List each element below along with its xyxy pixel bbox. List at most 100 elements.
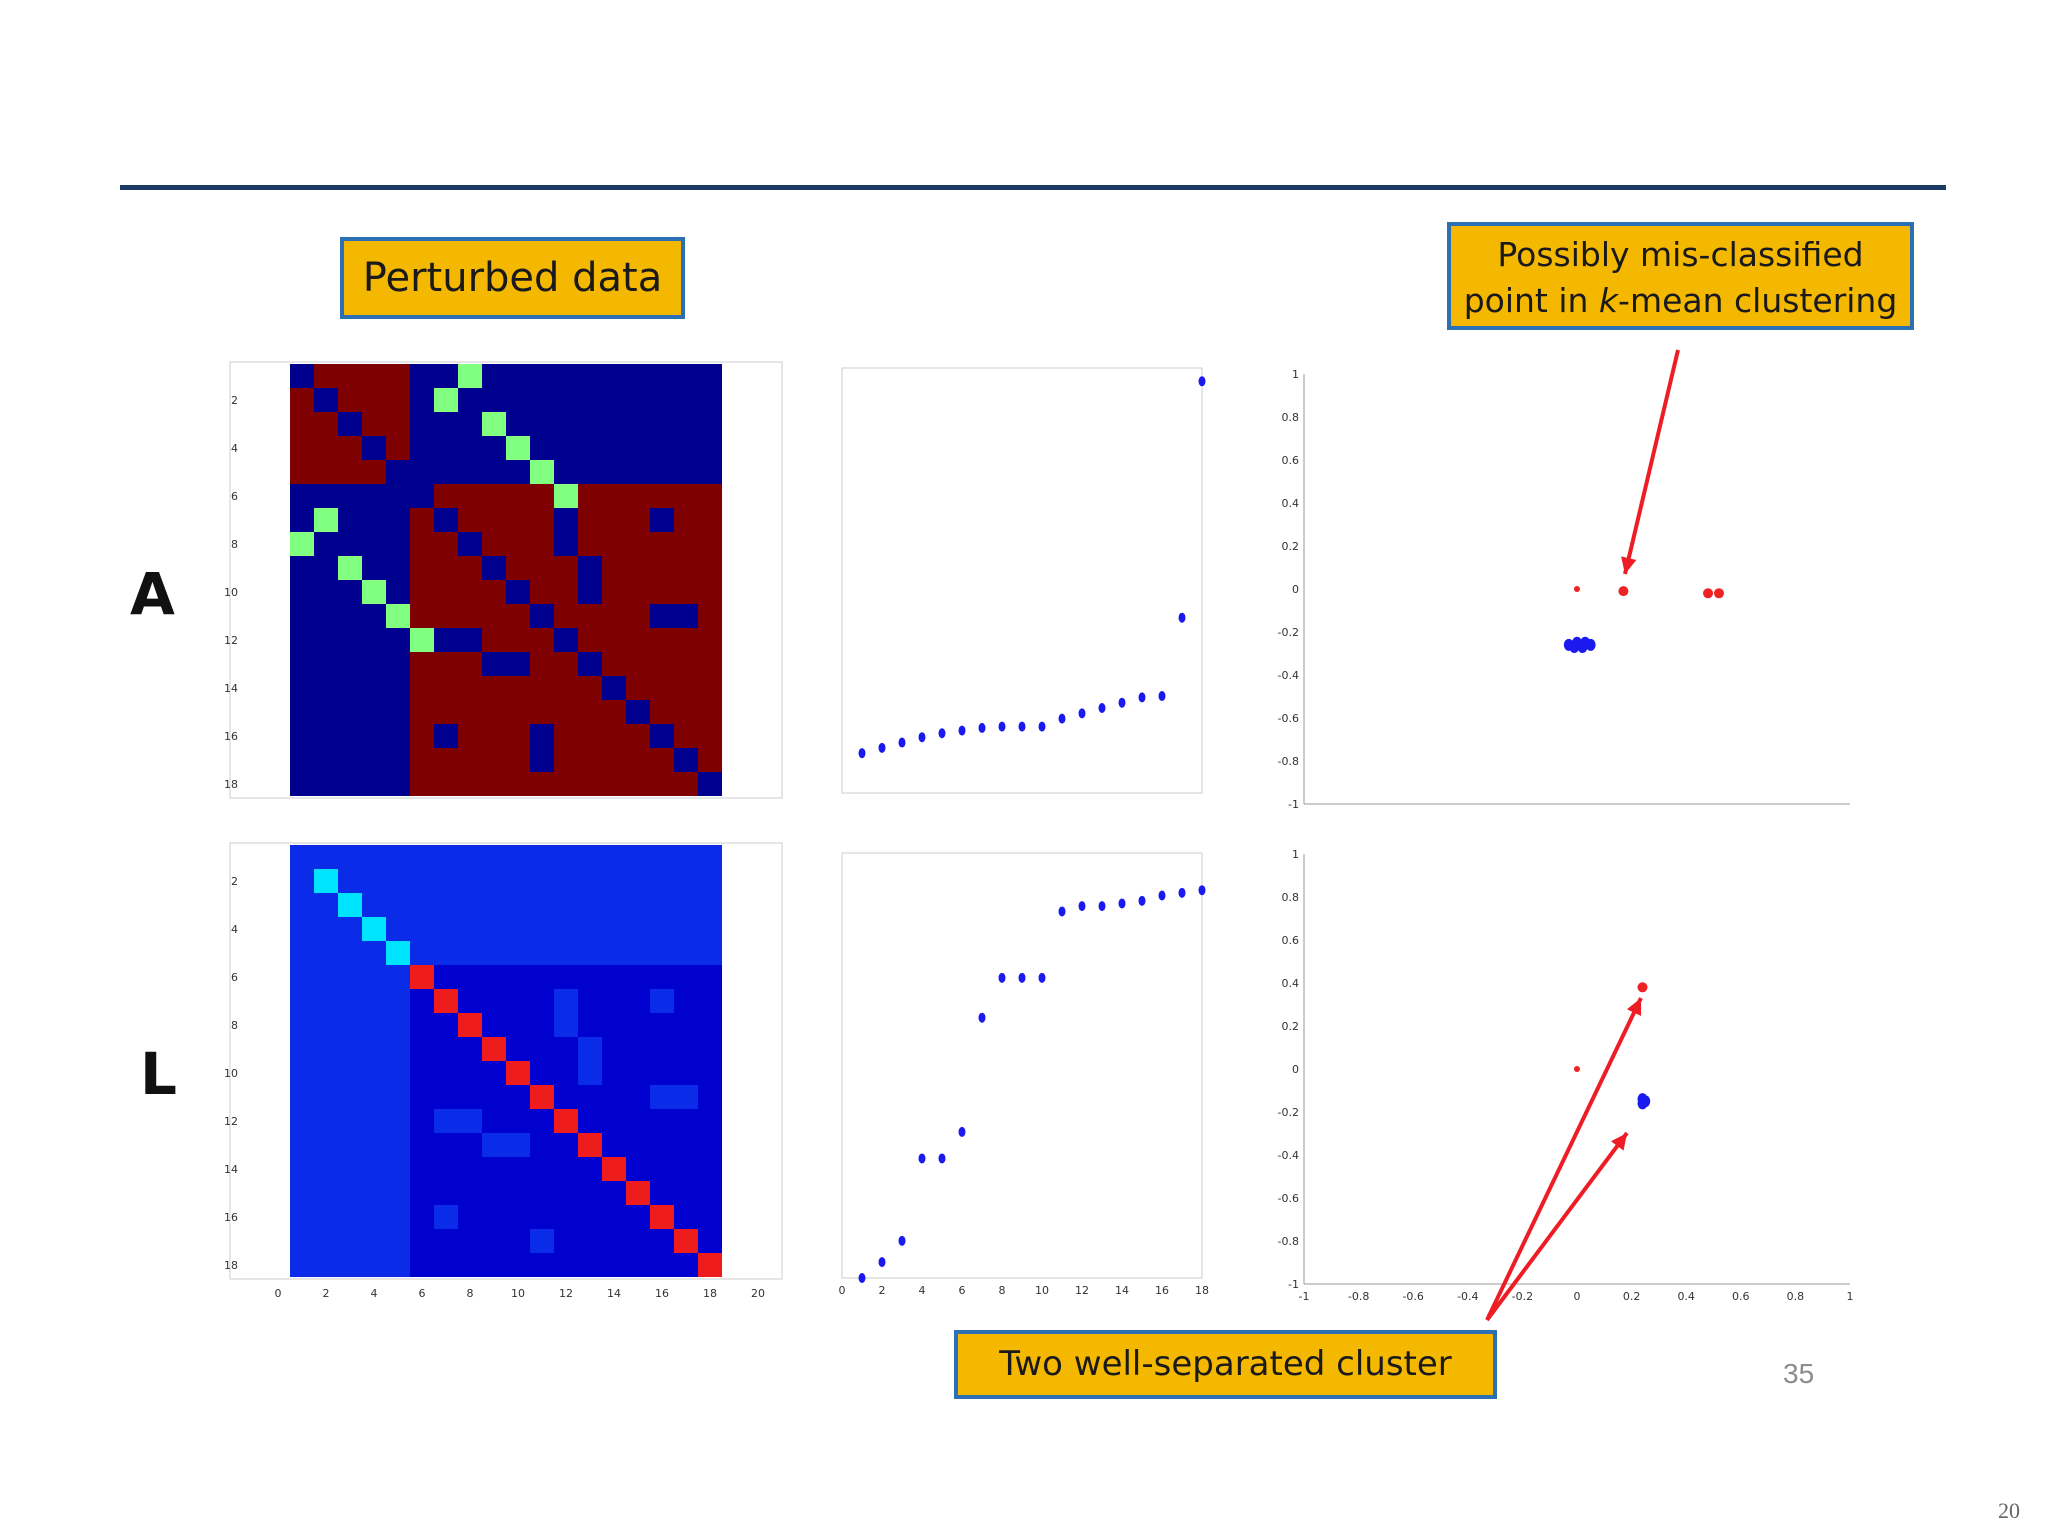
- x-tick-label: -0.6: [1402, 1290, 1423, 1303]
- cluster-point-red: [1618, 586, 1629, 597]
- y-tick-label: 0.8: [1282, 411, 1300, 424]
- matrix-cell: [554, 1013, 578, 1037]
- eigenvalue-point: [1118, 697, 1126, 708]
- matrix-cell: [290, 388, 314, 412]
- misclassified-post: -mean clustering: [1618, 281, 1898, 320]
- matrix-cell: [410, 484, 434, 508]
- arrow-cluster-blue: [1485, 1131, 1629, 1322]
- y-tick-label: 0.4: [1282, 977, 1300, 990]
- matrix-diagonal-cell: [434, 989, 458, 1013]
- eigenvalue-point: [1178, 887, 1186, 898]
- eigenvalue-point: [1018, 721, 1026, 732]
- x-tick-label: 8: [999, 1284, 1006, 1297]
- eigenvalue-point: [1078, 708, 1086, 719]
- matrix-cell: [554, 628, 578, 652]
- matrix-cell: [530, 748, 554, 772]
- matrix-cell: [554, 508, 578, 532]
- y-tick-label: 1: [1292, 848, 1299, 861]
- matrix-diagonal-cell: [674, 1229, 698, 1253]
- matrix-cell-green: [506, 436, 530, 460]
- y-tick-label: 18: [224, 778, 238, 791]
- y-tick-label: 2: [231, 875, 238, 888]
- eigenvalue-point: [878, 1257, 886, 1268]
- matrix-cell: [290, 364, 314, 388]
- y-tick-label: 0.2: [1282, 540, 1300, 553]
- y-tick-label: -0.2: [1278, 1106, 1299, 1119]
- x-tick-label: 16: [655, 1287, 669, 1300]
- matrix-cell: [650, 604, 674, 628]
- eigenvalue-point: [918, 1153, 926, 1164]
- x-tick-label: 14: [607, 1287, 621, 1300]
- y-tick-label: -1: [1288, 1278, 1299, 1291]
- y-tick-label: 6: [231, 971, 238, 984]
- matrix-a-heatmap: 2 4 6 8 10 12 14 16 18: [224, 361, 783, 799]
- arrow-cluster-red-head: [1626, 998, 1642, 1016]
- y-tick-label: -0.8: [1278, 1235, 1299, 1248]
- misclassified-line2: point in k-mean clustering: [1451, 278, 1910, 324]
- misclassified-pre: point in: [1463, 281, 1599, 320]
- x-tick-label: -0.4: [1457, 1290, 1478, 1303]
- cluster-point-red: [1713, 588, 1724, 599]
- embedding-l-plot: 1 0.8 0.6 0.4 0.2 0 -0.2 -0.4 -0.6 -0.8 -1-1 -0.8 -0…: [1278, 848, 1854, 1303]
- matrix-cell: [578, 1061, 602, 1085]
- matrix-cell: [554, 989, 578, 1013]
- matrix-cell: [530, 724, 554, 748]
- matrix-diagonal-cell: [530, 1085, 554, 1109]
- matrix-cell: [578, 580, 602, 604]
- eigenvalue-point: [1038, 721, 1046, 732]
- x-tick-label: 0.6: [1732, 1290, 1750, 1303]
- eigenvalue-point: [1058, 906, 1066, 917]
- arrow-misclassified: [1623, 349, 1680, 575]
- matrix-cell-green: [362, 580, 386, 604]
- y-tick-label: 8: [231, 538, 238, 551]
- matrix-block: [410, 845, 722, 965]
- matrix-cell: [434, 628, 458, 652]
- matrix-cell: [650, 989, 674, 1013]
- y-tick-label: 6: [231, 490, 238, 503]
- y-tick-label: 4: [231, 923, 238, 936]
- eigenvalue-point: [898, 1235, 906, 1246]
- x-tick-label: -0.2: [1512, 1290, 1533, 1303]
- matrix-cell: [674, 1085, 698, 1109]
- y-tick-label: 8: [231, 1019, 238, 1032]
- eigenvalue-point: [978, 1012, 986, 1023]
- page-number: 35: [1783, 1358, 1815, 1389]
- eigenvalue-point: [858, 1273, 866, 1283]
- matrix-cell: [314, 364, 338, 388]
- eigenvalue-point: [898, 737, 906, 748]
- eigenvalue-point: [1058, 713, 1066, 724]
- eigenvalue-point: [1138, 692, 1146, 703]
- matrix-block: [290, 965, 410, 1277]
- matrix-cell-green: [338, 556, 362, 580]
- cluster-point-red: [1574, 586, 1580, 592]
- matrix-cell: [578, 1037, 602, 1061]
- matrix-cell: [434, 1109, 458, 1133]
- x-tick-label: 8: [467, 1287, 474, 1300]
- eigenvalue-point: [1158, 691, 1166, 702]
- matrix-cell: [674, 604, 698, 628]
- matrix-cell-green: [314, 508, 338, 532]
- matrix-cell: [386, 460, 410, 484]
- row-label-l: L: [140, 1040, 177, 1108]
- well-separated-callout: Two well-separated cluster: [954, 1330, 1497, 1399]
- y-tick-label: 10: [224, 1067, 238, 1080]
- arrow-cluster-blue-head: [1611, 1133, 1627, 1151]
- misclassified-line1: Possibly mis-classified: [1497, 235, 1864, 274]
- matrix-cell: [602, 676, 626, 700]
- eigenvalue-point: [998, 721, 1006, 732]
- y-tick-label: 0.4: [1282, 497, 1300, 510]
- x-tick-label: 10: [1035, 1284, 1049, 1297]
- matrix-diagonal-cell: [602, 1157, 626, 1181]
- matrix-cell: [434, 724, 458, 748]
- eigenvalue-point: [978, 722, 986, 733]
- row-label-a: A: [130, 560, 175, 628]
- x-tick-label: 2: [879, 1284, 886, 1297]
- matrix-cell: [338, 412, 362, 436]
- matrix-diagonal-cell: [626, 1181, 650, 1205]
- matrix-diagonal-cell: [290, 845, 314, 869]
- matrix-diagonal-cell: [578, 1133, 602, 1157]
- y-tick-label: -1: [1288, 798, 1299, 811]
- perturbed-data-callout: Perturbed data: [340, 237, 685, 319]
- x-tick-label: 20: [751, 1287, 765, 1300]
- x-tick-label: -0.8: [1348, 1290, 1369, 1303]
